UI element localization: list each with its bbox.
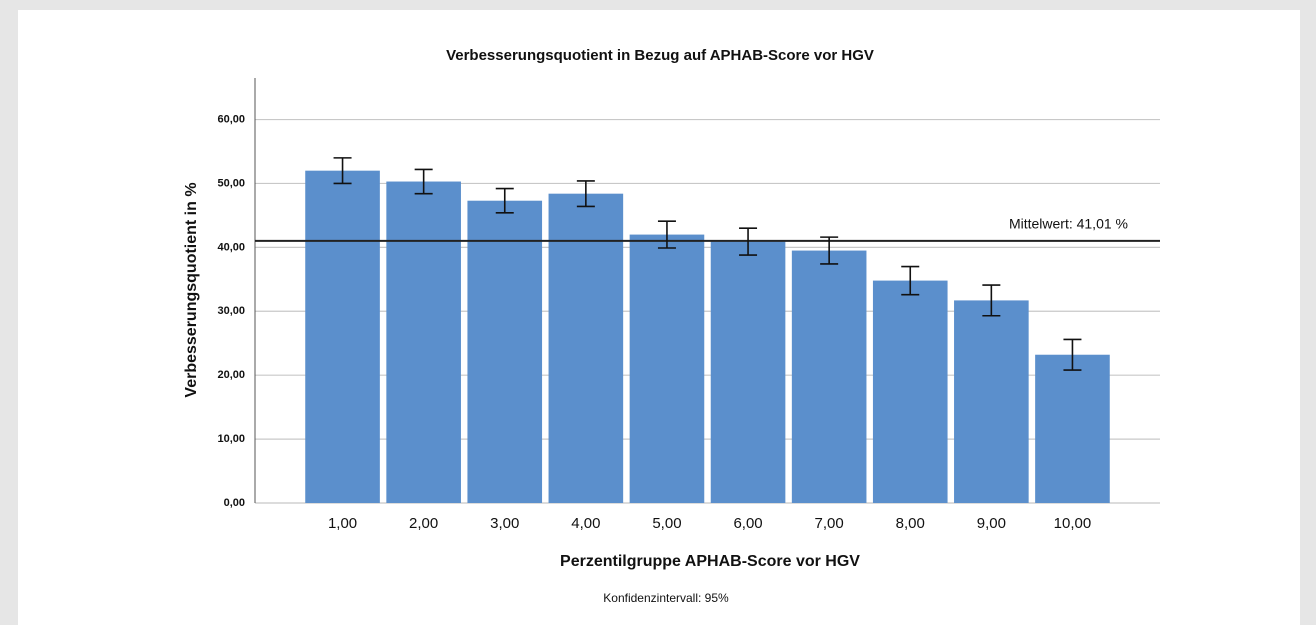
x-tick-label: 8,00 [896,515,925,532]
chart-title: Verbesserungsquotient in Bezug auf APHAB… [446,47,874,64]
y-tick-label: 60,00 [217,113,245,125]
x-tick-label: 3,00 [490,515,519,532]
x-tick-label: 7,00 [815,515,844,532]
error-bar [982,284,1001,317]
error-bar [576,180,595,208]
x-tick-label: 5,00 [652,515,681,532]
x-tick-label: 6,00 [733,515,762,532]
x-tick-label: 9,00 [977,515,1006,532]
bar [629,234,705,503]
y-tick-label: 0,00 [224,497,245,509]
mean-label: Mittelwert: 41,01 % [1009,216,1128,232]
error-bar [820,236,839,265]
error-bar [901,265,920,296]
x-axis-label: Perzentilgruppe APHAB-Score vor HGV [560,553,860,570]
y-tick-label: 20,00 [217,369,245,381]
x-tick-label: 10,00 [1054,515,1092,532]
error-bar [739,227,758,256]
bar [954,300,1029,503]
bar [791,250,867,503]
bar [305,170,380,503]
y-tick-label: 30,00 [217,305,245,317]
y-tick-label: 50,00 [217,177,245,189]
error-bar [657,220,676,249]
bar [710,241,786,504]
bar [548,193,624,503]
bar [872,280,948,503]
bar [1035,354,1110,503]
bar [467,200,543,503]
error-bar [495,187,514,214]
footnote: Konfidenzintervall: 95% [603,591,729,605]
y-tick-label: 40,00 [217,241,245,253]
error-bar [333,157,352,185]
y-tick-label: 10,00 [217,433,245,445]
x-tick-label: 4,00 [571,515,600,532]
bar [386,181,461,504]
error-bar [1063,338,1082,371]
x-tick-label: 1,00 [328,515,357,532]
y-axis-label: Verbesserungsquotient in % [183,182,200,397]
x-tick-label: 2,00 [409,515,438,532]
error-bar [414,168,433,195]
